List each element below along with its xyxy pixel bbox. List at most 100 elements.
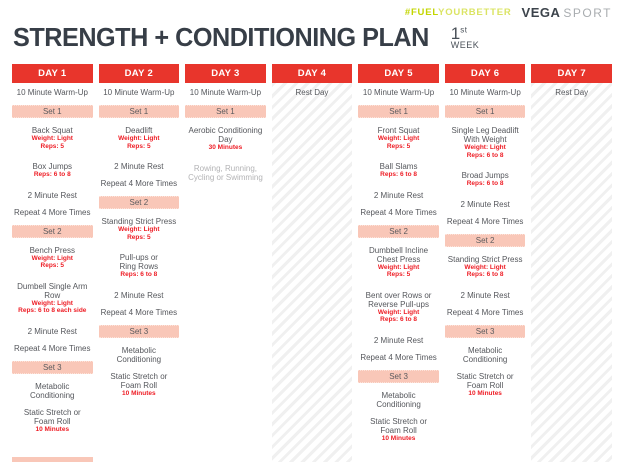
text-line: 10 Minute Warm-Up <box>103 88 175 97</box>
plan-text: 2 Minute Rest <box>358 336 439 345</box>
text-line: Ball Slams <box>379 162 418 171</box>
hashtag-bold-part: #FUEL <box>404 7 439 18</box>
plan-text: Rest Day <box>272 88 353 97</box>
hashtag-fuelyourbetter: #FUELYOURBETTER <box>405 7 512 18</box>
set-label-bar: Set 3 <box>358 369 439 383</box>
text-line: Foam Roll <box>120 380 158 390</box>
exercise-name: Single Leg Deadlift With Weight <box>445 126 526 144</box>
set-label-bar: Set 1 <box>185 105 266 118</box>
day-header-label: DAY 7 <box>531 64 612 83</box>
day-header-label: DAY 5 <box>358 64 439 83</box>
exercise-detail: Reps: 5 <box>386 142 411 150</box>
text-line: Foam Roll <box>466 380 504 390</box>
exercise-detail: Reps: 6 to 8 <box>466 180 504 187</box>
text-line: 2 Minute Rest <box>114 162 164 171</box>
day-body: 10 Minute Warm-Up Set 1 Back Squat Weight: … <box>12 83 93 462</box>
exercise-name: Broad Jumps <box>445 171 526 180</box>
plan-grid: DAY 1 10 Minute Warm-Up Set 1 Back Squat Wei… <box>12 64 612 462</box>
exercise-detail: 10 Minutes <box>122 389 156 397</box>
exercise-name: Bench Press <box>12 246 93 255</box>
set-label-bar: Set 1 <box>12 105 93 118</box>
text-line: Single Leg Deadlift <box>451 126 519 135</box>
text-line: 2 Minute Rest <box>27 326 77 336</box>
plan-text: Rest Day <box>531 88 612 97</box>
text-line: Broad Jumps <box>461 171 509 180</box>
plan-text: 10 Minute Warm-Up <box>445 88 526 97</box>
text-line: Box Jumps <box>32 162 73 171</box>
text-line: With Weight <box>463 135 507 144</box>
day-body: 10 Minute Warm-Up Set 1 Deadlift Weight: Li… <box>98 83 180 462</box>
text-line: 2 Minute Rest <box>460 290 510 300</box>
text-line: Rowing, Running, <box>193 163 257 173</box>
exercise-detail: Weight: Light <box>377 135 420 142</box>
text-line: 2 Minute Rest <box>460 199 510 209</box>
exercise-block: Front Squat Weight: Light Reps: 5 <box>358 126 439 150</box>
plan-text: 2 Minute Rest <box>445 291 526 300</box>
text-line: Metabolic <box>35 381 70 391</box>
exercise-block: Bench Press Weight: Light Reps: 5 <box>12 246 93 270</box>
exercise-detail: Reps: 6 to 8 <box>466 271 504 278</box>
text-line: Repeat 4 More Times <box>446 216 524 226</box>
plan-text: Metabolic Conditioning <box>445 346 526 364</box>
exercise-block: Aerobic Conditioning Day 30 Minutes <box>185 126 266 152</box>
exercise-name: Front Squat <box>358 126 439 135</box>
exercise-name: Dumbell Single Arm Row <box>12 282 93 300</box>
set-label-bar: Set 1 <box>444 105 526 118</box>
text-line: Repeat 4 More Times <box>100 179 178 188</box>
text-line: Cycling or Swimming <box>188 172 263 182</box>
text-line: 10 Minute Warm-Up <box>189 88 262 97</box>
text-line: Rest Day <box>555 88 589 97</box>
exercise-detail: Weight: Light <box>464 144 506 151</box>
text-line: Standing Strict Press <box>447 254 523 264</box>
hashtag-light-part: YOURBETTER <box>438 7 512 18</box>
day-header-label: DAY 6 <box>444 64 526 83</box>
exercise-name: Bent over Rows or Reverse Pull-ups <box>358 291 439 309</box>
text-line: Repeat 4 More Times <box>360 352 437 362</box>
day-body: 10 Minute Warm-Up Set 1 Front Squat Weight:… <box>358 83 439 462</box>
plan-text: 10 Minute Warm-Up <box>99 88 180 97</box>
exercise-block: Broad Jumps Reps: 6 to 8 <box>445 171 526 188</box>
exercise-name: Static Stretch or Foam Roll <box>358 417 439 435</box>
day-column-3: DAY 3 10 Minute Warm-Up Set 1 Aerobic Condi… <box>185 64 266 462</box>
day-column-6: DAY 6 10 Minute Warm-Up Set 1 Single Leg De… <box>444 64 526 462</box>
week-number: 1st <box>450 24 468 44</box>
day-column-2: DAY 2 10 Minute Warm-Up Set 1 Deadlift Weigh… <box>98 64 180 462</box>
week-indicator: 1st WEEK <box>450 24 480 50</box>
exercise-name: Box Jumps <box>12 162 93 171</box>
plan-text: 2 Minute Rest <box>445 200 526 209</box>
text-line: Conditioning <box>30 390 75 400</box>
exercise-detail: Weight: Light <box>31 135 73 142</box>
text-line: Repeat 4 More Times <box>446 307 524 317</box>
day-body: 10 Minute Warm-Up Set 1 Aerobic Conditioni… <box>185 83 266 462</box>
text-line: Day <box>218 135 233 144</box>
exercise-detail: Weight: Light <box>377 263 420 271</box>
plan-text: Repeat 4 More Times <box>358 353 439 362</box>
exercise-name: Static Stretch or Foam Roll <box>12 408 93 426</box>
exercise-block: Back Squat Weight: Light Reps: 5 <box>12 126 93 150</box>
exercise-name: Dumbbell Incline Chest Press <box>358 246 439 264</box>
day-column-5: DAY 5 10 Minute Warm-Up Set 1 Front Squat We… <box>358 64 439 462</box>
exercise-detail: Reps: 5 <box>127 233 151 241</box>
exercise-block: Single Leg Deadlift With Weight Weight: Li… <box>445 126 526 159</box>
exercise-block: Static Stretch or Foam Roll 10 Minutes <box>445 372 526 398</box>
text-line: Reverse Pull-ups <box>368 299 430 309</box>
week-ordinal-suffix: st <box>460 25 468 35</box>
plan-text: 10 Minute Warm-Up <box>12 88 93 97</box>
exercise-detail: Reps: 6 to 8 <box>380 171 417 178</box>
text-line: Static Stretch or <box>23 407 81 417</box>
text-line: Foam Roll <box>380 425 417 435</box>
day-column-4: DAY 4 Rest Day <box>271 64 353 462</box>
brand-vega-text: VEGA <box>521 5 561 20</box>
set-label-bar: Set 2 <box>98 196 180 209</box>
exercise-detail: Reps: 5 <box>386 271 411 278</box>
day-column-1: DAY 1 10 Minute Warm-Up Set 1 Back Squat Wei… <box>12 64 93 462</box>
exercise-block: Ball Slams Reps: 6 to 8 <box>358 162 439 179</box>
text-line: Bench Press <box>29 245 75 255</box>
exercise-name: Static Stretch or Foam Roll <box>99 372 180 390</box>
exercise-detail: Weight: Light <box>377 308 420 316</box>
exercise-name: Pull-ups or Ring Rows <box>99 253 180 271</box>
text-line: Standing Strict Press <box>101 217 177 226</box>
set-label-bar: Set 2 <box>358 224 439 238</box>
set-label-bar: Set 3 <box>444 324 526 338</box>
exercise-name: Back Squat <box>12 126 93 135</box>
